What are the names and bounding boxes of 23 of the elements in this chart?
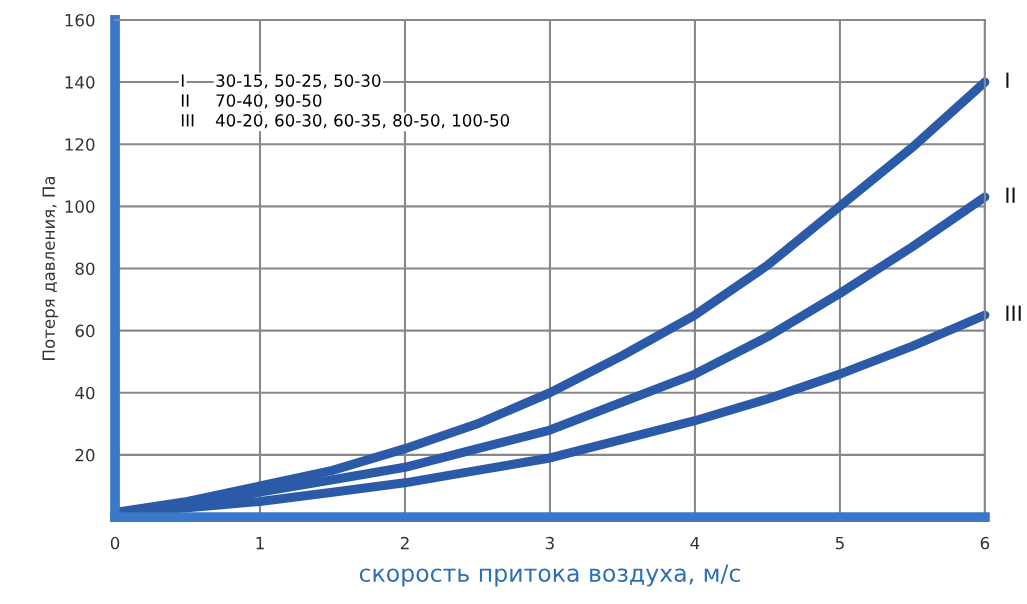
y-axis-title: Потеря давления, Па (42, 176, 59, 360)
text: I 30-15, 50-25, 50-30 (181, 74, 381, 89)
y-tick-label: 160 (65, 13, 95, 27)
x-tick-label: 2 (400, 536, 409, 550)
y-tick-label: 100 (65, 200, 95, 213)
y-tick-label: 80 (75, 262, 95, 276)
y-tick-label: 60 (75, 324, 95, 338)
y-tick-label: 20 (75, 448, 95, 462)
x-tick-label: 0 (110, 536, 120, 550)
x-tick-label: 5 (835, 536, 844, 550)
series-label: I (1006, 72, 1009, 88)
y-tick-label: 120 (65, 138, 95, 151)
x-tick-label: 4 (690, 536, 700, 550)
x-tick-label: 6 (980, 536, 990, 550)
y-tick-label: 140 (65, 76, 95, 89)
text: II 70-40, 90-50 (181, 94, 322, 109)
series-label: III (1006, 305, 1021, 321)
text: III 40-20, 60-30, 60-35, 80-50, 100-50 (181, 114, 510, 129)
series-label: II (1006, 187, 1015, 203)
y-tick-label: 40 (75, 386, 95, 400)
x-axis-title: скорость притока воздуха, м/с (359, 564, 740, 587)
x-tick-label: 1 (256, 536, 264, 550)
x-tick-label: 3 (545, 536, 554, 550)
